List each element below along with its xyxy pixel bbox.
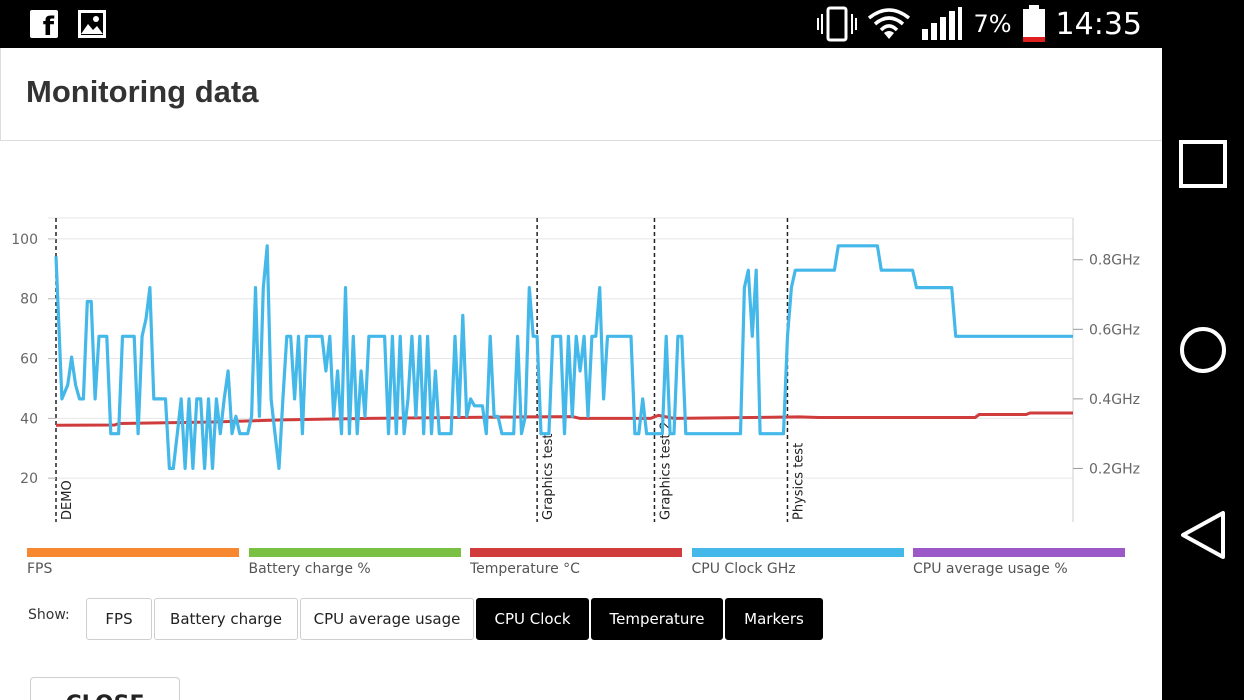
home-button[interactable] (1162, 310, 1244, 390)
monitoring-panel: Monitoring data DEMO Graphics test Graphic… (0, 48, 1162, 700)
toggle-battery-charge[interactable]: Battery charge (154, 598, 298, 640)
status-bar: f 7% (0, 0, 1162, 48)
battery-icon (1022, 5, 1045, 42)
y-left-tick-label: 20 (20, 471, 38, 487)
panel-header: Monitoring data (0, 48, 1162, 141)
toggle-markers[interactable]: Markers (725, 598, 823, 640)
show-label: Show: (28, 607, 70, 623)
circle-icon (1180, 327, 1226, 373)
legend-swatch (27, 548, 239, 557)
toggle-fps[interactable]: FPS (86, 598, 152, 640)
legend-item: CPU Clock GHz (691, 548, 904, 577)
legend-item: Temperature °C (470, 548, 682, 577)
toggle-cpu-clock[interactable]: CPU Clock (476, 598, 589, 640)
wifi-icon (868, 8, 911, 39)
legend-item: Battery charge % (248, 548, 461, 577)
legend-label: CPU average usage % (913, 561, 1068, 577)
square-icon (1179, 140, 1227, 188)
y-right-tick-label: 0.2GHz (1089, 461, 1140, 477)
legend-item: CPU average usage % (913, 548, 1125, 577)
facebook-icon: f (30, 10, 58, 40)
legend-swatch (248, 548, 461, 557)
image-icon (78, 10, 106, 38)
back-button[interactable] (1162, 495, 1244, 575)
legend-item: FPS (27, 548, 239, 577)
y-left-tick-label: 80 (20, 292, 38, 308)
marker-label: Physics test (791, 443, 806, 520)
legend-label: FPS (27, 561, 53, 577)
back-triangle-icon (1181, 511, 1225, 559)
legend-swatch (470, 548, 682, 557)
y-left-tick-label: 40 (20, 411, 38, 427)
monitoring-chart: DEMO Graphics test Graphics test 2 Physics … (11, 217, 1140, 522)
y-right-tick-label: 0.4GHz (1089, 392, 1140, 408)
chart-markers: DEMO Graphics test Graphics test 2 Physics … (55, 218, 806, 522)
legend-label: Battery charge % (248, 561, 371, 577)
marker-label: DEMO (60, 480, 75, 520)
legend-swatch (691, 548, 904, 557)
page-title: Monitoring data (26, 74, 259, 109)
recent-apps-button[interactable] (1162, 124, 1244, 204)
signal-icon (922, 7, 963, 40)
series-line-temperature (55, 411, 1073, 427)
toggle-cpu-average-usage[interactable]: CPU average usage (300, 598, 474, 640)
y-left-tick-label: 100 (11, 232, 38, 248)
marker-label: Graphics test 2 (658, 421, 673, 520)
series-line-cpu-clock (54, 244, 1073, 470)
y-right-tick-label: 0.6GHz (1089, 322, 1140, 338)
legend-label: CPU Clock GHz (691, 561, 796, 577)
marker-label: Graphics test (541, 433, 556, 520)
y-right-tick-label: 0.8GHz (1089, 253, 1140, 269)
toggle-temperature[interactable]: Temperature (591, 598, 723, 640)
legend-label: Temperature °C (470, 561, 580, 577)
close-button[interactable]: CLOSE (30, 677, 180, 700)
chart-series (54, 244, 1073, 470)
y-left-tick-label: 60 (20, 352, 38, 368)
chart-axes: 204060801000.2GHz0.4GHz0.6GHz0.8GHz00:00… (11, 218, 1140, 522)
battery-percent: 7% (973, 10, 1012, 38)
status-time: 14:35 (1055, 6, 1142, 42)
vibrate-icon (817, 6, 858, 42)
navigation-bar (1162, 0, 1244, 700)
legend-swatch (913, 548, 1125, 557)
